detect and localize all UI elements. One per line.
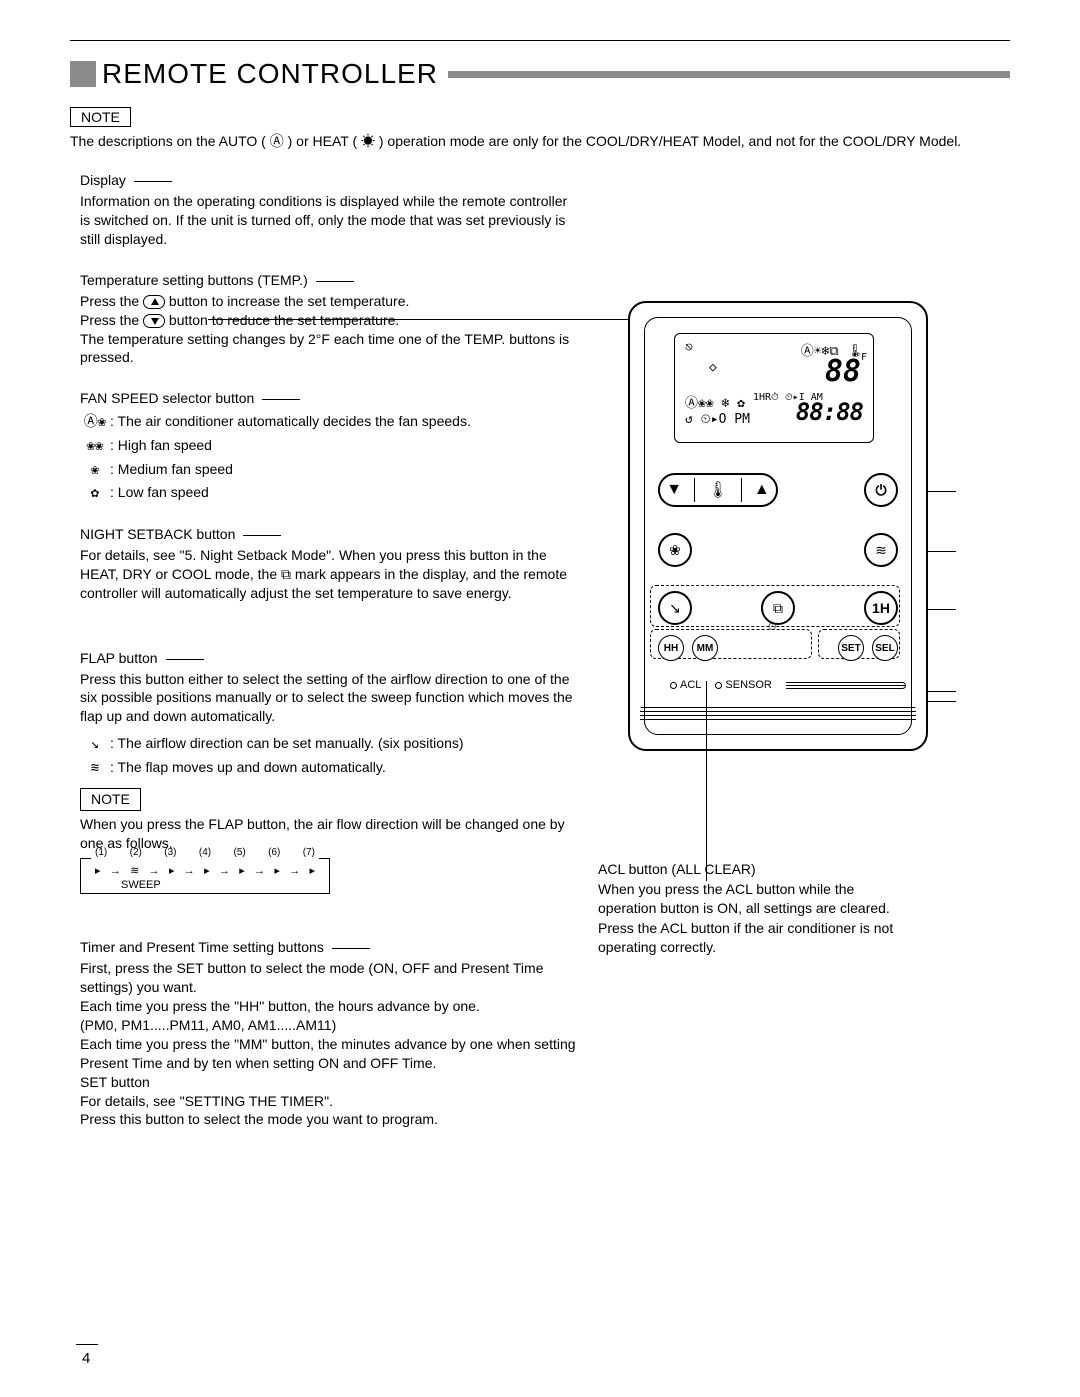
flap-sequence-diagram: (1) (2) (3) (4) (5) (6) (7) ▸→ ≋→ ▸→ ▸→ … [80,858,330,894]
cover-grip-texture [640,707,916,721]
mode-button[interactable]: ≋ [864,533,898,567]
sel-button[interactable]: SEL [872,635,898,661]
fan-med-icon: ❀ [80,461,110,480]
flap-manual-icon: ↘ [80,735,110,754]
temp-title: Temperature setting buttons (TEMP.) [80,271,580,290]
temp-down-icon [143,314,165,328]
clock-icon: ⏱ [768,621,777,634]
section-title-bar: REMOTE CONTROLLER [70,61,1010,87]
fan-low-icon: ✿ [80,484,110,503]
content-row: Display Information on the operating con… [70,171,1010,1129]
flap-note-label-box: NOTE [80,788,141,811]
sweep-label: SWEEP [121,878,161,893]
acl-pinhole[interactable]: ACL [670,679,701,691]
set-button[interactable]: SET [838,635,864,661]
title-tail-bar [448,71,1010,78]
power-button[interactable]: ⏻ [864,473,898,507]
one-hour-button[interactable]: 1H [864,591,898,625]
remote-controller-illustration: ⎋ Ⓐ☀❄⧉ 🌡 ◇ 88 °F Ⓐ❀❀ ❄ ✿ 1HR⏱ ⏲▸I AM 88:… [628,301,928,751]
mm-button[interactable]: MM [692,635,718,661]
temp-therm-icon: 🌡 [708,480,728,500]
title-lead-block [70,61,96,87]
flap-sweep-icon: ≋ [80,759,110,778]
right-column: ⎋ Ⓐ☀❄⧉ 🌡 ◇ 88 °F Ⓐ❀❀ ❄ ✿ 1HR⏱ ⏲▸I AM 88:… [598,171,928,1129]
sensor-pinhole: SENSOR [715,679,771,691]
fan-speed-button[interactable]: ❀ [658,533,692,567]
flap-title: FLAP button [80,649,580,668]
lcd-row1-left: ⎋ [685,340,693,355]
temp-pill[interactable]: ▼ 🌡 ▲ [658,473,778,507]
lcd-degF: °F [855,352,867,363]
acl-description: ACL button (ALL CLEAR) When you press th… [598,860,898,958]
acl-body: When you press the ACL button while the … [598,880,898,958]
note-label: NOTE [81,109,120,125]
acl-title: ACL button (ALL CLEAR) [598,860,898,880]
flap-row: ↘ ⧉ 1H [658,591,898,625]
fan-body: Ⓐ❀: The air conditioner automatically de… [80,412,580,503]
fan-auto-icon: Ⓐ❀ [80,413,110,432]
lcd-time-8888: 88:88 [796,398,863,426]
note-text: The descriptions on the AUTO ( Ⓐ ) or HE… [70,131,1010,151]
page-top-rule [70,40,1010,41]
lcd-row4: ↺ ⏲▸O PM [685,412,750,427]
display-title: Display [80,171,580,190]
temp-power-row: ▼ 🌡 ▲ ⏻ [658,473,898,507]
lcd-row2: ◇ [709,360,717,375]
fan-high-icon: ❀❀ [80,437,110,456]
fan-mode-row: ❀ ≋ [658,533,898,567]
timer-body: First, press the SET button to select th… [80,959,580,1129]
page-number: 4 [82,1350,90,1367]
lcd-row3-left: Ⓐ❀❀ ❄ ✿ [685,392,745,411]
lcd-display: ⎋ Ⓐ☀❄⧉ 🌡 ◇ 88 °F Ⓐ❀❀ ❄ ✿ 1HR⏱ ⏲▸I AM 88:… [674,333,874,443]
display-body: Information on the operating conditions … [80,192,580,249]
temp-body: Press the button to increase the set tem… [80,292,580,368]
left-column: Display Information on the operating con… [70,171,580,1129]
temp-down-button[interactable]: ▼ [666,481,682,499]
temp-up-icon [143,295,165,309]
timer-title: Timer and Present Time setting buttons [80,938,580,957]
flap-body: Press this button either to select the s… [80,670,580,727]
flap-button[interactable]: ↘ [658,591,692,625]
night-body: For details, see "5. Night Setback Mode"… [80,546,580,603]
timer-row: HH MM SET SEL [658,635,898,661]
slide-cover-slot [786,682,906,689]
temp-up-button[interactable]: ▲ [754,481,770,499]
hh-button[interactable]: HH [658,635,684,661]
night-setback-button[interactable]: ⧉ [761,591,795,625]
note-label-box: NOTE [70,107,131,127]
fan-title: FAN SPEED selector button [80,389,580,408]
page-title: REMOTE CONTROLLER [102,58,438,90]
night-title: NIGHT SETBACK button [80,525,580,544]
